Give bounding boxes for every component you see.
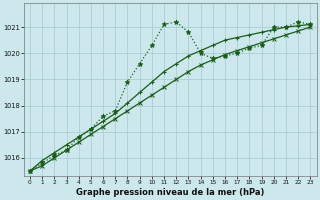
- X-axis label: Graphe pression niveau de la mer (hPa): Graphe pression niveau de la mer (hPa): [76, 188, 264, 197]
